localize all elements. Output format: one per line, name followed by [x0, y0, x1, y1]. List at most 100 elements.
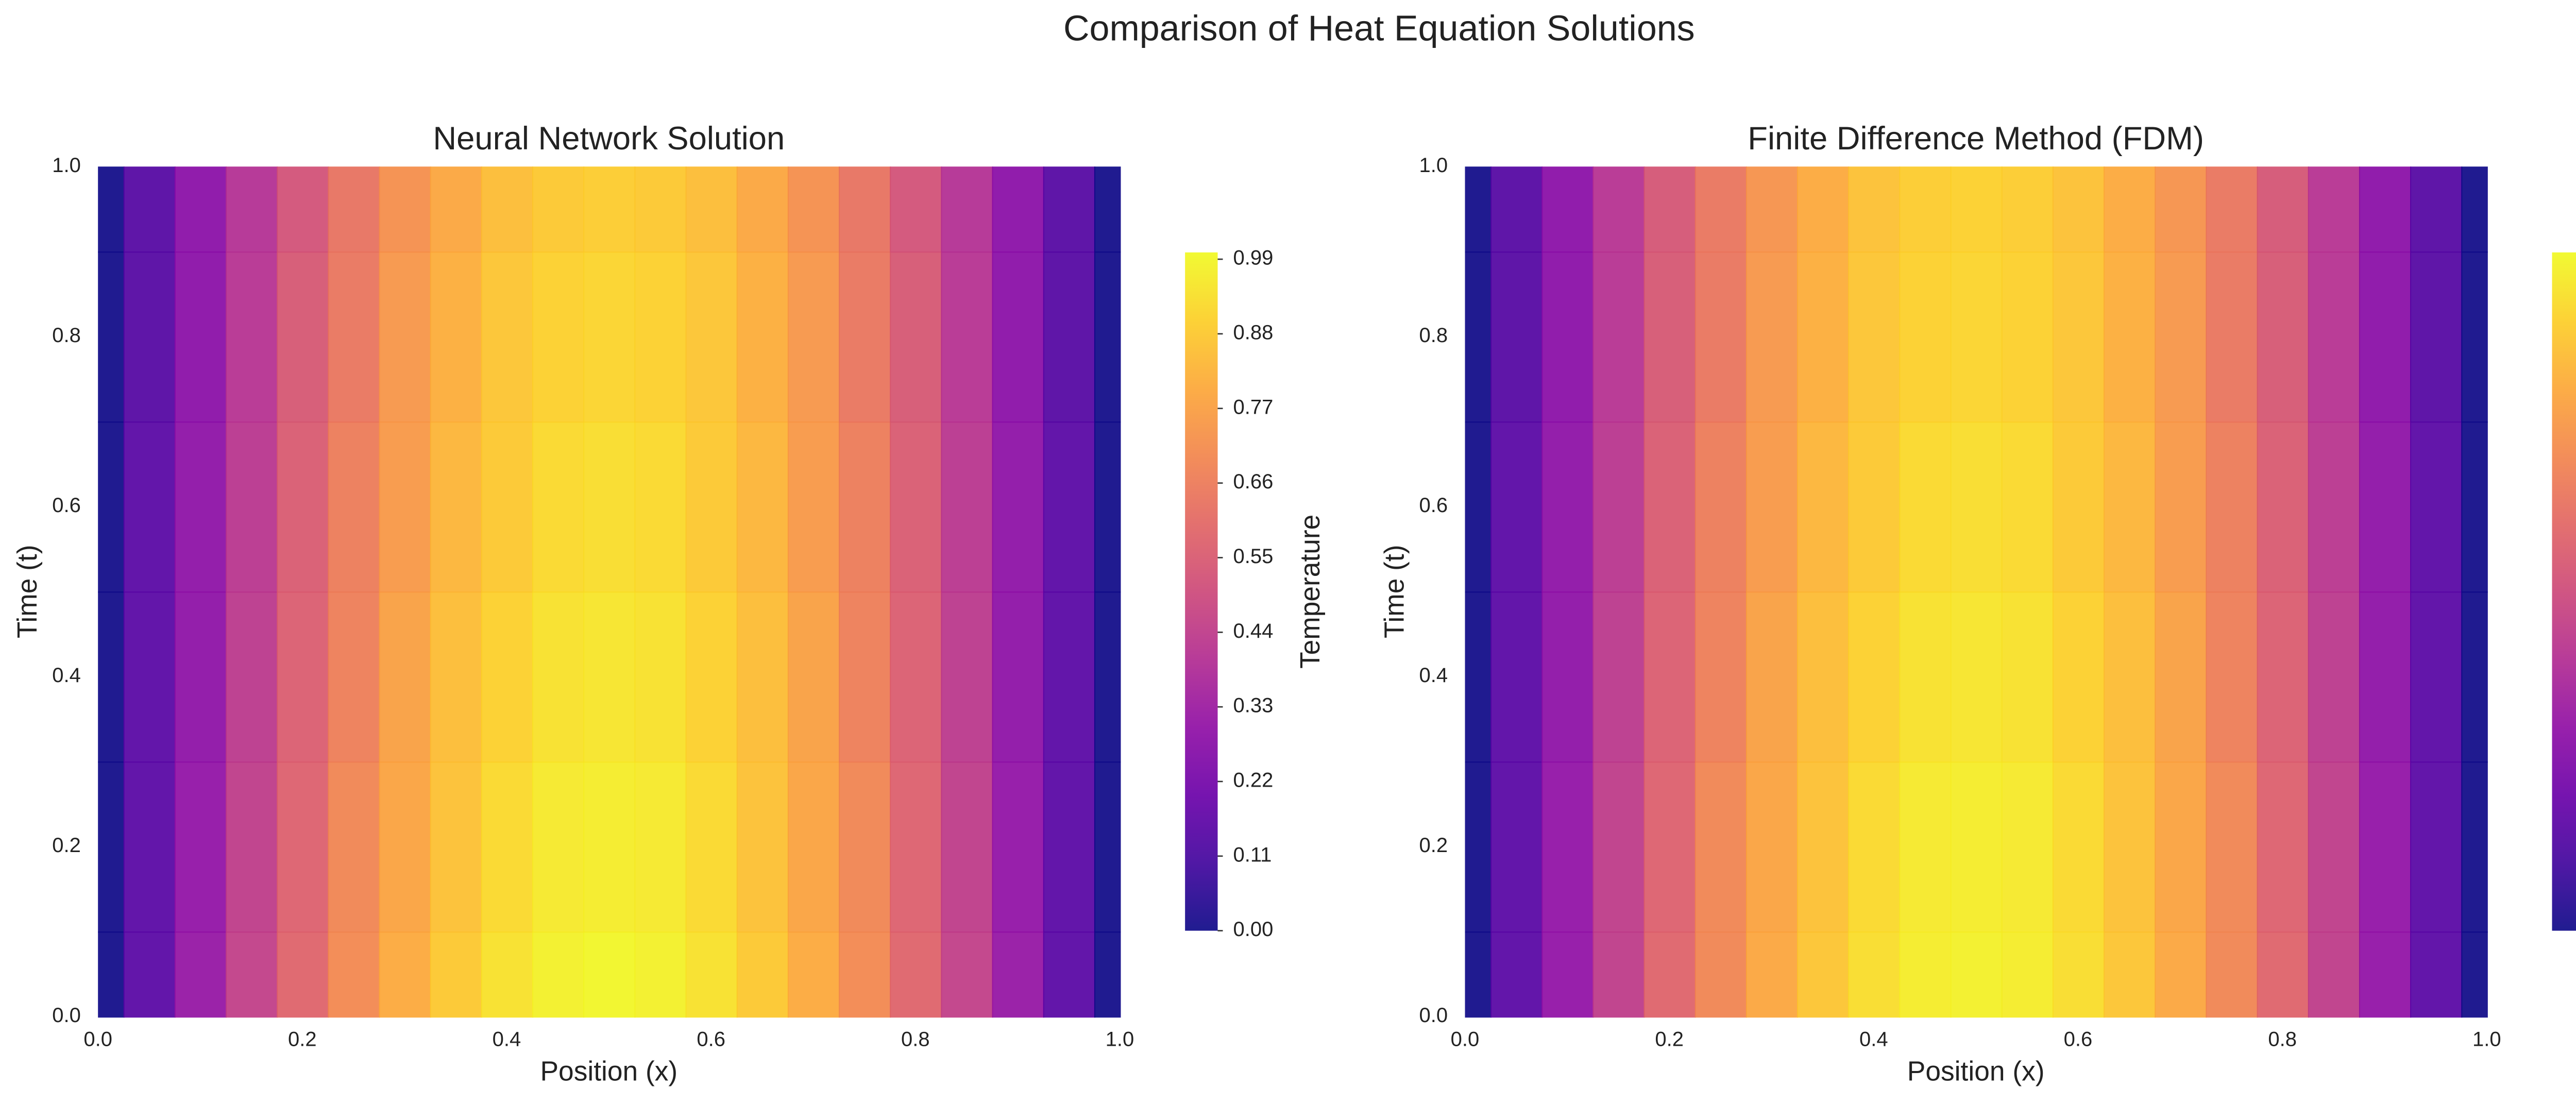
heat-cell	[1899, 761, 1952, 933]
heat-cell	[583, 931, 636, 1018]
heat-cell	[1848, 591, 1901, 763]
heat-cell	[1694, 591, 1747, 763]
heat-cell	[634, 591, 687, 763]
heat-cell	[481, 591, 534, 763]
x-tick-label: 0.8	[2268, 1028, 2297, 1051]
heat-cell	[736, 251, 789, 423]
heatmap	[98, 166, 1121, 1018]
heat-cell	[2104, 591, 2156, 763]
y-tick-label: 0.6	[1419, 494, 1448, 517]
heat-cell	[226, 251, 278, 423]
x-tick-label: 0.4	[1859, 1028, 1888, 1051]
y-tick-label: 0.0	[52, 1004, 81, 1027]
heat-cell	[328, 251, 380, 423]
heat-cell	[379, 931, 431, 1018]
y-tick-label: 0.4	[52, 664, 81, 687]
heat-cell	[328, 421, 380, 593]
y-axis-label: Time (t)	[12, 545, 43, 638]
heat-cell	[1950, 421, 2003, 593]
heat-cell	[1848, 251, 1901, 423]
heat-cell	[1094, 251, 1121, 423]
heat-cell	[2461, 421, 2488, 593]
heat-cell	[430, 251, 482, 423]
heat-cell	[2257, 166, 2309, 253]
colorbar-tick-label: 0.00	[1233, 918, 1274, 941]
y-tick-label: 0.8	[52, 324, 81, 347]
heat-cell	[736, 166, 789, 253]
heat-cell	[1694, 761, 1747, 933]
heat-cell	[98, 931, 125, 1018]
y-tick-label: 0.8	[1419, 324, 1448, 347]
heatmap	[1465, 166, 2488, 1018]
heat-cell	[1465, 251, 1492, 423]
heat-cell	[1899, 421, 1952, 593]
heat-cell	[685, 251, 738, 423]
plot-title: Neural Network Solution	[433, 121, 785, 157]
heat-cell	[2308, 421, 2360, 593]
heat-cell	[2001, 166, 2054, 253]
heat-cell	[2052, 761, 2105, 933]
heat-cell	[1465, 591, 1492, 763]
heat-cell	[123, 421, 176, 593]
x-tick-label: 1.0	[2472, 1028, 2501, 1051]
heat-cell	[2001, 761, 2054, 933]
heat-cell	[941, 761, 993, 933]
heat-cell	[2410, 251, 2463, 423]
x-tick-label: 0.2	[288, 1028, 317, 1051]
heat-cell	[1899, 166, 1952, 253]
heat-cell	[123, 166, 176, 253]
heat-cell	[2410, 761, 2463, 933]
colorbar-tick-label: 0.11	[1233, 843, 1272, 866]
heat-cell	[379, 166, 431, 253]
heat-cell	[2257, 591, 2309, 763]
heat-cell	[1950, 166, 2003, 253]
heat-cell	[1694, 421, 1747, 593]
heat-cell	[787, 931, 840, 1018]
heat-cell	[890, 251, 942, 423]
heat-cell	[2359, 761, 2412, 933]
heat-cell	[2155, 251, 2207, 423]
heat-cell	[1797, 931, 1850, 1018]
heat-cell	[481, 166, 534, 253]
heat-cell	[328, 166, 380, 253]
heat-cell	[583, 251, 636, 423]
heat-cell	[2052, 166, 2105, 253]
heat-cell	[1694, 166, 1747, 253]
x-tick-label: 0.8	[901, 1028, 930, 1051]
heat-cell	[890, 591, 942, 763]
heat-cell	[941, 166, 993, 253]
heat-cell	[2206, 166, 2258, 253]
heat-cell	[430, 421, 482, 593]
heat-cell	[1490, 251, 1543, 423]
colorbar	[1185, 252, 1218, 931]
heat-cell	[839, 166, 891, 253]
heat-cell	[1490, 931, 1543, 1018]
heat-cell	[685, 761, 738, 933]
heat-cell	[98, 761, 125, 933]
heat-cell	[430, 761, 482, 933]
heat-cell	[1490, 166, 1543, 253]
heat-cell	[2052, 251, 2105, 423]
y-tick-label: 0.2	[1419, 834, 1448, 857]
heat-cell	[1899, 591, 1952, 763]
heat-cell	[2206, 931, 2258, 1018]
heat-cell	[1592, 166, 1645, 253]
heat-cell	[277, 421, 329, 593]
heat-cell	[890, 166, 942, 253]
heat-cell	[839, 931, 891, 1018]
x-tick-label: 0.6	[2064, 1028, 2093, 1051]
colorbar-tick-label: 0.33	[1233, 694, 1274, 717]
heat-cell	[2001, 591, 2054, 763]
heat-cell	[787, 591, 840, 763]
heat-cell	[1094, 931, 1121, 1018]
heat-cell	[941, 251, 993, 423]
heat-cell	[1745, 421, 1799, 593]
heat-cell	[1899, 931, 1952, 1018]
heat-cell	[941, 421, 993, 593]
heat-cell	[2410, 591, 2463, 763]
colorbar-tick-label: 0.88	[1233, 321, 1274, 344]
heat-cell	[2155, 761, 2207, 933]
heat-cell	[532, 591, 585, 763]
heat-cell	[2410, 421, 2463, 593]
